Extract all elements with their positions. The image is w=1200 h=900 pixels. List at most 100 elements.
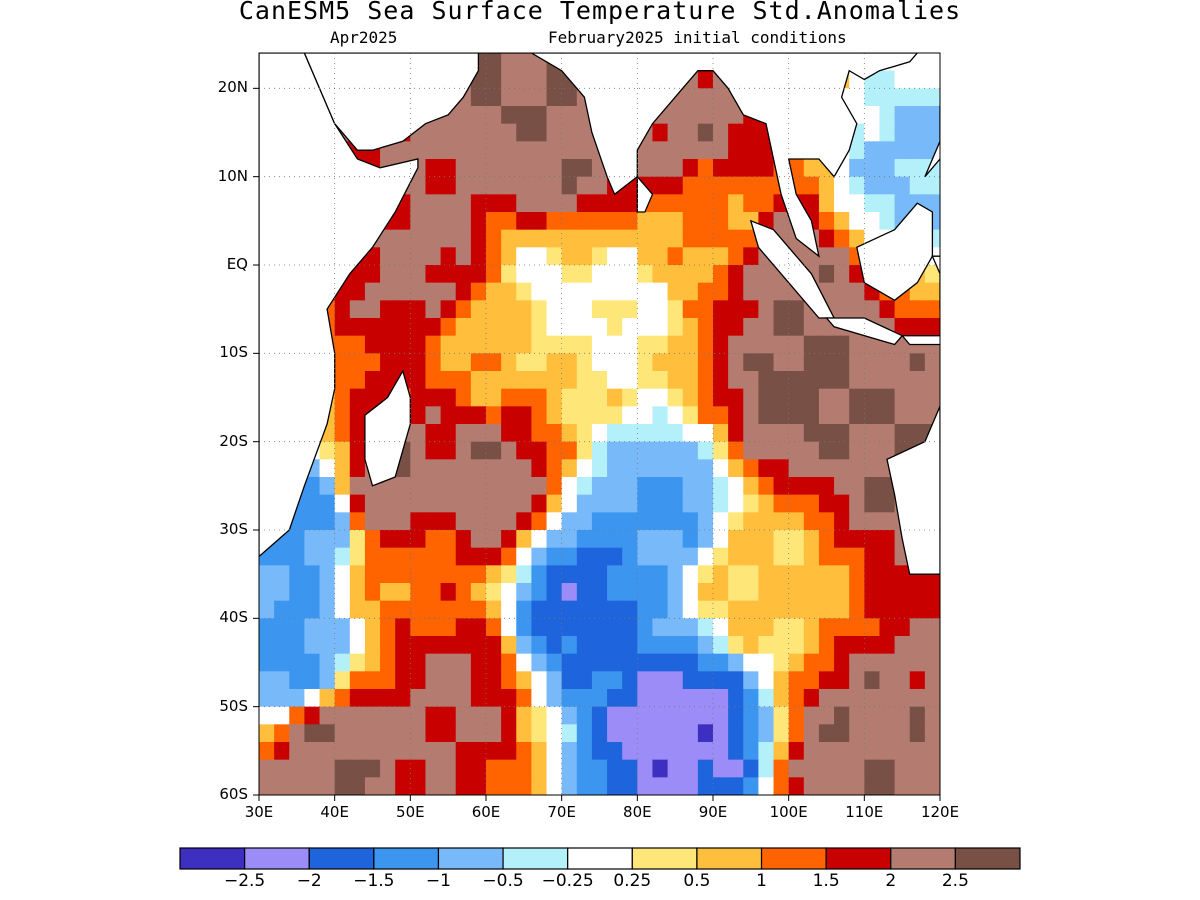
colorbar-label: 0.5 (683, 871, 711, 891)
anomaly-cell (561, 689, 578, 708)
anomaly-cell (697, 265, 714, 284)
anomaly-cell (304, 512, 321, 531)
anomaly-cell (501, 459, 517, 478)
lon-label: 90E (698, 803, 728, 821)
anomaly-cell (516, 318, 532, 337)
anomaly-cell (410, 512, 427, 531)
anomaly-cell (682, 742, 699, 761)
anomaly-cell (834, 194, 850, 213)
anomaly-cell (470, 106, 487, 125)
anomaly-cell (803, 441, 820, 460)
anomaly-cell (546, 424, 563, 443)
anomaly-cell (546, 636, 563, 655)
anomaly-cell (516, 247, 532, 266)
lat-label: 40S (219, 608, 248, 627)
anomaly-cell (349, 353, 366, 372)
colorbar (179, 847, 1021, 870)
anomaly-cell (818, 424, 835, 443)
anomaly-cell (425, 300, 442, 319)
anomaly-cell (395, 229, 411, 248)
anomaly-cell (682, 618, 699, 637)
anomaly-cell (622, 265, 638, 284)
anomaly-cell (516, 636, 532, 655)
anomaly-cell (849, 512, 865, 531)
anomaly-cell (607, 247, 623, 266)
anomaly-cell (728, 671, 744, 690)
lat-label: EQ (226, 255, 248, 273)
anomaly-cell (440, 477, 457, 496)
anomaly-cell (758, 530, 775, 549)
anomaly-cell (667, 494, 684, 513)
anomaly-cell (622, 671, 638, 690)
anomaly-cell (440, 459, 457, 478)
anomaly-cell (728, 653, 744, 672)
anomaly-cell (546, 123, 563, 142)
anomaly-cell (425, 547, 442, 566)
anomaly-cell (470, 583, 487, 602)
anomaly-cell (849, 742, 865, 761)
anomaly-cell (470, 141, 487, 160)
anomaly-cell (546, 265, 563, 284)
anomaly-cell (576, 229, 593, 248)
anomaly-cell (607, 724, 623, 743)
anomaly-cell (652, 159, 669, 178)
anomaly-cell (607, 459, 623, 478)
grid-lines (259, 53, 940, 795)
anomaly-cell (682, 547, 699, 566)
anomaly-cell (909, 159, 926, 178)
anomaly-cell (334, 335, 351, 354)
anomaly-cell (773, 424, 790, 443)
anomaly-cell (410, 565, 427, 584)
anomaly-cell (834, 424, 850, 443)
anomaly-cell (591, 282, 608, 301)
anomaly-cell (319, 618, 336, 637)
anomaly-cell (486, 229, 502, 248)
anomaly-cell (501, 106, 517, 125)
anomaly-cell (879, 106, 896, 125)
anomaly-cell (561, 106, 578, 125)
anomaly-cell (440, 388, 457, 407)
anomaly-cell (758, 459, 775, 478)
anomaly-cell (470, 777, 487, 795)
anomaly-cell (682, 671, 699, 690)
anomaly-cell (894, 671, 911, 690)
anomaly-cell (319, 689, 336, 708)
anomaly-cell (440, 282, 457, 301)
anomaly-cell (364, 724, 381, 743)
anomaly-cell (607, 777, 623, 795)
anomaly-cell (728, 318, 744, 337)
anomaly-cell (410, 424, 427, 443)
anomaly-cell (455, 159, 472, 178)
anomaly-cell (561, 282, 578, 301)
anomaly-cell (713, 653, 729, 672)
anomaly-cell (561, 335, 578, 354)
anomaly-cell (909, 706, 926, 725)
anomaly-cell (637, 318, 654, 337)
anomaly-cell (924, 706, 940, 725)
anomaly-cell (818, 547, 835, 566)
anomaly-cell (773, 583, 790, 602)
anomaly-cell (561, 212, 578, 231)
anomaly-cell (697, 494, 714, 513)
anomaly-cell (546, 70, 563, 89)
anomaly-cell (425, 229, 442, 248)
anomaly-cell (713, 353, 729, 372)
anomaly-cell (637, 247, 654, 266)
anomaly-cell (818, 477, 835, 496)
anomaly-cell (425, 583, 442, 602)
anomaly-cell (864, 653, 881, 672)
anomaly-cell (440, 689, 457, 708)
anomaly-cell (758, 689, 775, 708)
anomaly-cell (470, 689, 487, 708)
forecast-month: Apr2025 (330, 28, 398, 47)
anomaly-cell (425, 600, 442, 619)
anomaly-cell (924, 636, 940, 655)
anomaly-cell (607, 706, 623, 725)
philippines-landmass (924, 105, 940, 178)
anomaly-cell (501, 88, 517, 107)
anomaly-cell (395, 353, 411, 372)
anomaly-cell (591, 247, 608, 266)
anomaly-cell (909, 636, 926, 655)
anomaly-cell (410, 618, 427, 637)
anomaly-cell (440, 742, 457, 761)
